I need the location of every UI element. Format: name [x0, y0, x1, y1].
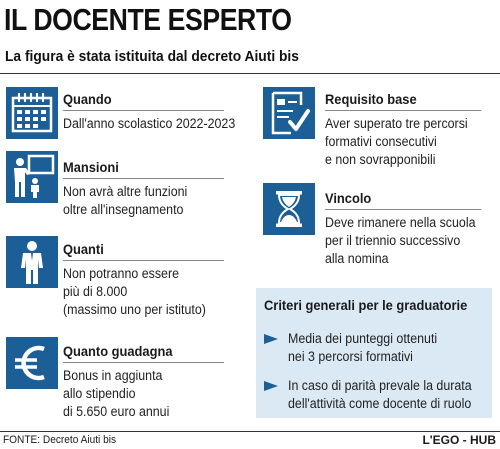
section-line: oltre all'insegnamento	[63, 202, 184, 217]
person-icon	[6, 236, 58, 288]
criteria-line: In caso di parità prevale la durata	[288, 378, 472, 393]
section-line: Non avrà altre funzioni	[63, 184, 188, 199]
section-title: Quando	[63, 91, 224, 111]
page-title: IL DOCENTE ESPERTO	[4, 2, 292, 37]
section-line: per il triennio successivo	[325, 233, 461, 248]
arrow-icon	[264, 381, 278, 391]
section-title: Quanti	[63, 241, 224, 261]
section-quanti: Quanti Non potranno essere più di 8.000 …	[63, 241, 238, 319]
section-title: Vincolo	[325, 190, 482, 210]
section-mansioni: Mansioni Non avrà altre funzioni oltre a…	[63, 159, 238, 219]
section-line: di 5.650 euro annui	[63, 404, 170, 419]
section-line: Aver superato tre percorsi	[325, 116, 468, 131]
section-line: Non potranno essere	[63, 266, 180, 281]
arrow-icon	[264, 334, 278, 344]
section-title: Requisito base	[325, 91, 482, 111]
section-line: formativi consecutivi	[325, 134, 437, 149]
section-line: Bonus in aggiunta	[63, 368, 163, 383]
footer-brand: L'EGO - HUB	[422, 433, 496, 447]
section-line: allo stipendio	[63, 386, 136, 401]
criteria-line: Media dei punteggi ottenuti	[288, 331, 438, 346]
teacher-icon	[6, 151, 58, 203]
criteria-box: Criteri generali per le graduatorie Medi…	[256, 288, 492, 418]
section-title: Quanto guadagna	[63, 343, 224, 363]
section-line: alla nomina	[325, 251, 389, 266]
criteria-title: Criteri generali per le graduatorie	[264, 297, 468, 313]
section-line: e non sovrapponibili	[325, 152, 436, 167]
section-line: Dall'anno scolastico 2022-2023	[63, 116, 236, 131]
criteria-line: dell'attività come docente di ruolo	[288, 396, 472, 411]
section-guadagna: Quanto guadagna Bonus in aggiunta allo s…	[63, 343, 238, 421]
section-line: (massimo uno per istituto)	[63, 302, 206, 317]
hourglass-icon	[263, 183, 315, 235]
section-title: Mansioni	[63, 159, 224, 179]
footer-divider	[0, 431, 500, 432]
header-divider	[0, 73, 500, 74]
footer-source: FONTE: Decreto Aiuti bis	[3, 434, 117, 446]
checklist-icon	[263, 87, 315, 139]
calendar-icon	[6, 87, 58, 139]
section-line: più di 8.000	[63, 284, 128, 299]
section-line: Deve rimanere nella scuola	[325, 215, 476, 230]
euro-icon	[6, 337, 58, 389]
criteria-line: nei 3 percorsi formativi	[288, 349, 413, 364]
section-vincolo: Vincolo Deve rimanere nella scuola per i…	[325, 190, 495, 268]
section-requisito: Requisito base Aver superato tre percors…	[325, 91, 495, 169]
section-quando: Quando Dall'anno scolastico 2022-2023	[63, 91, 238, 133]
page-subtitle: La figura è stata istituita dal decreto …	[5, 48, 299, 65]
